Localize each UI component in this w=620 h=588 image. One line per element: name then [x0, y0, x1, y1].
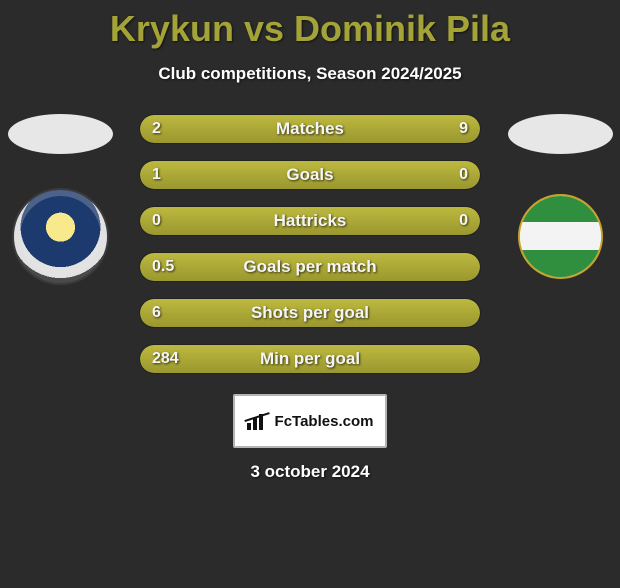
stat-row: 284Min per goal — [139, 344, 481, 374]
bar-fill-full — [140, 299, 480, 327]
fctables-logo-icon — [247, 412, 269, 430]
club-logo-lechia-gdansk-icon — [518, 194, 603, 279]
player-left-column — [0, 114, 120, 278]
player-right-club-logo — [512, 194, 609, 278]
bar-fill-full — [140, 253, 480, 281]
bar-fill-right — [405, 161, 480, 189]
club-logo-stal-mielec-icon — [12, 188, 109, 285]
bar-fill-left — [140, 115, 201, 143]
bar-fill-right — [310, 207, 480, 235]
watermark-text: FcTables.com — [275, 413, 374, 430]
stat-bars: 29Matches 10Goals 00Hattricks 0.5Goals per … — [139, 114, 481, 374]
footer-date: 3 october 2024 — [0, 462, 620, 482]
stat-row: 00Hattricks — [139, 206, 481, 236]
player-right-column — [500, 114, 620, 278]
stat-row: 6Shots per goal — [139, 298, 481, 328]
player-left-club-logo — [12, 194, 109, 278]
page-subtitle: Club competitions, Season 2024/2025 — [0, 64, 620, 84]
bar-fill-right — [201, 115, 480, 143]
page-title: Krykun vs Dominik Pila — [0, 8, 620, 50]
bar-fill-left — [140, 161, 405, 189]
watermark-badge: FcTables.com — [233, 394, 387, 448]
player-left-avatar-placeholder — [8, 114, 113, 154]
stat-row: 29Matches — [139, 114, 481, 144]
player-right-avatar-placeholder — [508, 114, 613, 154]
bar-fill-left — [140, 207, 310, 235]
stat-row: 10Goals — [139, 160, 481, 190]
comparison-panel: 29Matches 10Goals 00Hattricks 0.5Goals per … — [0, 114, 620, 482]
bar-fill-full — [140, 345, 480, 373]
stat-row: 0.5Goals per match — [139, 252, 481, 282]
